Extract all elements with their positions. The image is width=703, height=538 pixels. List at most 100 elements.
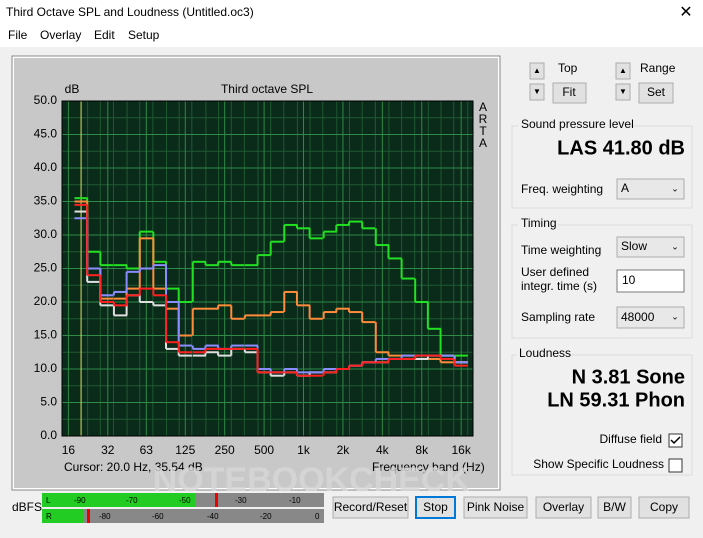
y-tick-label: 20.0: [34, 294, 58, 308]
x-tick-label: 2k: [337, 443, 351, 457]
x-tick-label: 1k: [297, 443, 311, 457]
checkbox-label: Diffuse field: [600, 432, 662, 446]
y-tick-label: 30.0: [34, 227, 58, 241]
y-tick-label: 25.0: [34, 261, 58, 275]
set-label: Set: [647, 85, 666, 99]
up-button[interactable]: [529, 62, 545, 80]
group-heading-bg: [518, 217, 558, 231]
x-tick-label: 63: [140, 443, 154, 457]
side-label: A: [479, 136, 487, 150]
chart-title: Third octave SPL: [221, 82, 313, 96]
button[interactable]: [597, 496, 632, 519]
dropdown-arrow: ⌄: [671, 183, 679, 193]
field-label: Freq. weighting: [521, 182, 603, 196]
button[interactable]: [463, 496, 528, 519]
meter-channel: R: [46, 512, 52, 521]
x-tick-label: 16k: [451, 443, 471, 457]
button[interactable]: [535, 496, 592, 519]
side-label: R: [479, 112, 488, 126]
x-axis-label: Frequency band (Hz): [372, 460, 485, 474]
button-label: Pink Noise: [467, 500, 525, 514]
select[interactable]: [616, 236, 685, 258]
group-heading: Timing: [521, 216, 557, 230]
select-value: 48000: [621, 310, 655, 324]
loudness-phon: LN 59.31 Phon: [547, 389, 685, 411]
group-heading-bg: [518, 118, 626, 132]
y-tick-label: 10.0: [34, 361, 58, 375]
button[interactable]: [415, 496, 456, 519]
side-label: T: [479, 124, 487, 138]
meter-level: [42, 509, 84, 523]
x-tick-label: 250: [215, 443, 235, 457]
meter-level: [42, 493, 195, 507]
title-bar: [0, 0, 703, 27]
y-tick-label: 40.0: [34, 160, 58, 174]
select[interactable]: [616, 306, 685, 329]
spl-reading: LAS 41.80 dB: [557, 137, 685, 159]
loudness-sone: N 3.81 Sone: [572, 366, 685, 388]
y-tick-label: 50.0: [34, 93, 58, 107]
series-group: [74, 197, 468, 377]
button-label: Copy: [650, 500, 678, 514]
top-label: Top: [558, 61, 578, 75]
arrow: ▼: [619, 87, 627, 96]
grid: [62, 100, 473, 437]
meter-scale: 0: [315, 512, 320, 521]
arrow: ▲: [619, 66, 627, 75]
up-button[interactable]: [615, 62, 631, 80]
meter-scale: -80: [99, 512, 111, 521]
y-tick-label: 15.0: [34, 328, 58, 342]
menu-item[interactable]: Overlay: [40, 28, 81, 42]
x-tick-label: 125: [175, 443, 195, 457]
button[interactable]: [638, 496, 690, 519]
meter-scale: -90: [74, 496, 86, 505]
x-tick-label: 16: [62, 443, 76, 457]
meter-bar-bg: [42, 509, 324, 523]
meter-scale: -40: [207, 512, 219, 521]
cursor-readout: Cursor: 20.0 Hz, 35.54 dB: [64, 460, 203, 474]
meter-peak: [87, 509, 90, 523]
meter-scale: -70: [126, 496, 138, 505]
button-label: Record/Reset: [334, 500, 408, 514]
x-tick-label: 8k: [415, 443, 429, 457]
button[interactable]: [332, 496, 409, 519]
meter-scale: -60: [152, 512, 164, 521]
down-button[interactable]: [615, 83, 631, 101]
select-value: Slow: [621, 239, 647, 253]
dropdown-arrow: ⌄: [671, 241, 679, 251]
text-input[interactable]: [616, 269, 685, 293]
side-label: A: [479, 100, 487, 114]
meter-peak: [215, 493, 218, 507]
y-axis-label: dB: [65, 82, 80, 96]
y-tick-label: 35.0: [34, 194, 58, 208]
down-button[interactable]: [529, 83, 545, 101]
button-label: Overlay: [543, 500, 584, 514]
menu-item[interactable]: Edit: [94, 28, 115, 42]
field-label: Time weighting: [521, 243, 601, 257]
meter-scale: -20: [260, 512, 272, 521]
fit-button[interactable]: [552, 82, 587, 104]
menu-item[interactable]: File: [8, 28, 28, 42]
input-value: 10: [622, 273, 636, 287]
meter-channel: L: [46, 496, 51, 505]
arrow: ▲: [533, 66, 541, 75]
meter-scale: -30: [235, 496, 247, 505]
menu-item[interactable]: Setup: [128, 28, 160, 42]
y-tick-label: 5.0: [40, 395, 57, 409]
button-label: Stop: [423, 500, 448, 514]
range-label: Range: [640, 61, 676, 75]
group-heading: Loudness: [519, 346, 571, 360]
plot-border: [61, 100, 474, 437]
select[interactable]: [616, 178, 685, 200]
checkbox[interactable]: [668, 458, 683, 473]
meter-label: dBFS: [12, 500, 42, 514]
x-tick-label: 4k: [376, 443, 390, 457]
window-title: Third Octave SPL and Loudness (Untitled.…: [6, 5, 254, 19]
close-button[interactable]: ✕: [679, 4, 692, 21]
checkbox-label: Show Specific Loudness: [533, 457, 664, 471]
group-heading: Sound pressure level: [521, 117, 634, 131]
set-button[interactable]: [638, 82, 674, 104]
group-box: [511, 354, 693, 476]
